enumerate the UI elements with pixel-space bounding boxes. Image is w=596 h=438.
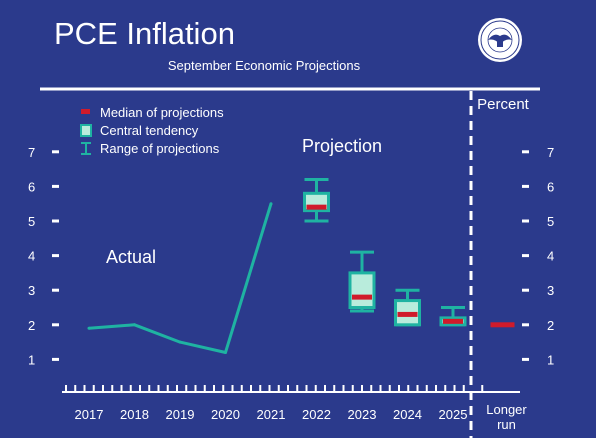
legend-central-swatch <box>80 124 92 137</box>
median-mark <box>490 322 515 328</box>
percent-label: Percent <box>477 96 530 113</box>
median-mark <box>443 318 463 324</box>
median-mark <box>352 294 372 300</box>
median-mark <box>306 204 327 210</box>
y-tick-label-left: 3 <box>28 283 35 298</box>
legend-range-label: Range of projections <box>100 141 220 156</box>
x-tick-label: 2017 <box>75 407 104 422</box>
x-tick-label: 2024 <box>393 407 422 422</box>
y-tick-label-right: 5 <box>547 214 554 229</box>
chart-title: PCE Inflation <box>54 16 235 51</box>
y-tick-label-left: 4 <box>28 249 35 264</box>
y-tick-label-left: 2 <box>28 318 35 333</box>
actual-series-line <box>88 203 273 354</box>
fed-seal <box>478 18 522 62</box>
y-tick-label-right: 2 <box>547 318 554 333</box>
x-tick-label: 2023 <box>348 407 377 422</box>
axes: 1 1 2 2 3 3 4 4 5 5 6 6 7 7 2017 2018 2019 2020 2021 2022 20… <box>28 145 554 432</box>
legend-central-label: Central tendency <box>100 123 199 138</box>
x-tick-label: 2022 <box>302 407 331 422</box>
legend-range-swatch <box>81 142 91 155</box>
y-tick-label-right: 6 <box>547 179 554 194</box>
actual-label: Actual <box>106 247 156 267</box>
central-tendency-box <box>348 271 376 309</box>
x-tick-label: 2020 <box>211 407 240 422</box>
x-tick-label: 2025 <box>439 407 468 422</box>
y-tick-label-right: 1 <box>547 352 554 367</box>
x-tick-label: 2021 <box>257 407 286 422</box>
legend-median-swatch <box>81 109 90 114</box>
x-tick-label: 2019 <box>166 407 195 422</box>
marks <box>87 177 515 354</box>
actual-point <box>224 350 227 354</box>
actual-point <box>178 340 182 344</box>
y-tick-label-left: 1 <box>28 352 35 367</box>
x-tick-label: Longer run <box>486 402 527 432</box>
projection-label: Projection <box>302 136 382 156</box>
legend: Median of projections Central tendency R… <box>80 105 224 156</box>
x-tick-label: 2018 <box>120 407 149 422</box>
legend-median-label: Median of projections <box>100 105 224 120</box>
y-tick-label-left: 7 <box>28 145 35 160</box>
median-mark <box>397 311 418 317</box>
chart-subtitle: September Economic Projections <box>168 58 361 73</box>
y-tick-label-right: 4 <box>547 249 554 264</box>
actual-point <box>87 326 91 330</box>
actual-point <box>269 202 273 206</box>
actual-point <box>133 323 136 327</box>
y-tick-label-left: 5 <box>28 214 35 229</box>
y-tick-label-right: 7 <box>547 145 554 160</box>
y-tick-label-right: 3 <box>547 283 554 298</box>
y-tick-label-left: 6 <box>28 179 35 194</box>
